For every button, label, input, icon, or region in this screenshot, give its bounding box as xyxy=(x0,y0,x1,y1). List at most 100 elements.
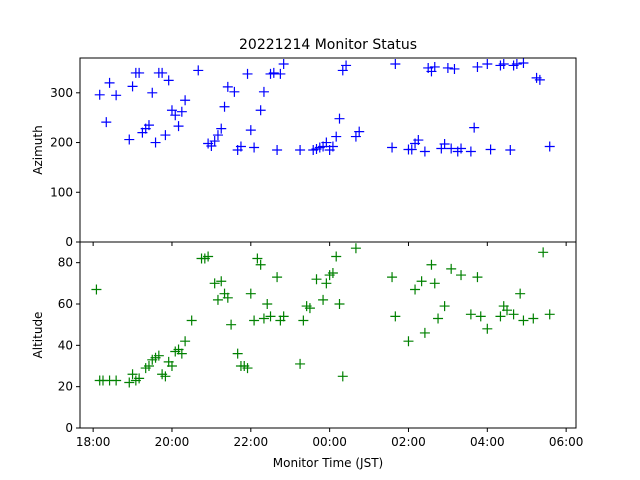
altitude-y-tick-label: 0 xyxy=(65,421,73,435)
azimuth-point xyxy=(449,63,460,74)
azimuth-point xyxy=(278,58,289,69)
altitude-point xyxy=(337,371,348,382)
azimuth-point xyxy=(419,146,430,157)
altitude-point xyxy=(249,315,260,326)
azimuth-point xyxy=(127,81,138,92)
altitude-point xyxy=(134,373,145,384)
altitude-point xyxy=(475,311,486,322)
altitude-point xyxy=(472,272,483,283)
altitude-point xyxy=(390,311,401,322)
azimuth-point xyxy=(465,146,476,157)
altitude-y-tick-label: 40 xyxy=(58,338,73,352)
altitude-point xyxy=(262,299,273,309)
azimuth-point xyxy=(387,142,398,153)
altitude-point xyxy=(180,336,191,347)
azimuth-point xyxy=(222,81,233,92)
azimuth-point xyxy=(331,131,342,142)
azimuth-point xyxy=(170,110,181,121)
x-tick-label: 00:00 xyxy=(312,435,347,449)
altitude-y-tick-label: 80 xyxy=(58,256,73,270)
x-tick-label: 04:00 xyxy=(470,435,505,449)
altitude-point xyxy=(91,284,102,295)
altitude-point xyxy=(124,377,135,388)
altitude-point xyxy=(311,274,322,285)
altitude-point xyxy=(186,315,197,326)
altitude-point xyxy=(226,319,237,330)
altitude-y-tick-label: 20 xyxy=(58,380,73,394)
altitude-point xyxy=(456,270,467,281)
azimuth-point xyxy=(354,126,365,137)
altitude-point xyxy=(242,363,253,374)
altitude-point xyxy=(416,276,427,287)
azimuth-point xyxy=(235,141,246,152)
azimuth-point xyxy=(143,120,154,131)
altitude-point xyxy=(252,253,263,264)
azimuth-point xyxy=(212,130,223,141)
altitude-point xyxy=(295,358,306,369)
altitude-point xyxy=(465,309,476,320)
altitude-point xyxy=(258,313,269,324)
azimuth-y-axis-label: Azimuth xyxy=(31,125,45,174)
x-tick-label: 06:00 xyxy=(549,435,584,449)
azimuth-point xyxy=(134,67,145,78)
altitude-point xyxy=(265,311,276,322)
altitude-point xyxy=(166,361,177,371)
altitude-point xyxy=(212,294,223,305)
altitude-panel: 0 20 40 60 80 Altitude 18:00 20:00 22:00 00:00 02:… xyxy=(31,241,584,449)
azimuth-point xyxy=(275,68,286,79)
azimuth-point xyxy=(446,143,457,154)
azimuth-point xyxy=(163,75,174,86)
azimuth-point xyxy=(249,142,260,153)
altitude-point xyxy=(528,313,539,324)
azimuth-point xyxy=(413,135,424,146)
chart-title: 20221214 Monitor Status xyxy=(239,37,417,53)
azimuth-point xyxy=(242,68,253,79)
x-tick-label: 18:00 xyxy=(76,435,111,449)
azimuth-point xyxy=(505,145,516,155)
azimuth-point xyxy=(334,113,345,124)
azimuth-y-tick-label: 100 xyxy=(50,185,73,199)
altitude-point xyxy=(255,259,266,270)
altitude-point xyxy=(203,251,214,262)
azimuth-point xyxy=(390,58,401,69)
altitude-point xyxy=(111,375,122,386)
azimuth-point xyxy=(209,136,220,147)
x-axis-label: Monitor Time (JST) xyxy=(273,456,383,470)
azimuth-point xyxy=(485,144,496,155)
altitude-point xyxy=(439,301,450,312)
altitude-point xyxy=(446,263,457,274)
altitude-point xyxy=(153,350,164,361)
altitude-point xyxy=(350,243,361,254)
azimuth-point xyxy=(176,106,187,117)
altitude-point xyxy=(245,288,256,299)
azimuth-point xyxy=(219,101,230,112)
altitude-point xyxy=(426,259,437,270)
azimuth-point xyxy=(482,58,493,69)
panels-layer: 0 100 200 300 Azimuth 0 20 40 60 80 Altitude 18:00 2… xyxy=(31,57,584,449)
azimuth-point xyxy=(442,62,453,73)
altitude-series xyxy=(91,243,555,388)
azimuth-point xyxy=(255,105,266,116)
altitude-point xyxy=(482,323,493,334)
azimuth-panel: 0 100 200 300 Azimuth xyxy=(31,57,577,249)
azimuth-point xyxy=(111,90,122,101)
altitude-y-tick-label: 60 xyxy=(58,297,73,311)
altitude-point xyxy=(403,336,414,347)
altitude-point xyxy=(433,313,444,324)
altitude-point xyxy=(216,276,227,287)
azimuth-point xyxy=(160,130,171,141)
altitude-point xyxy=(327,268,338,278)
azimuth-point xyxy=(498,58,509,69)
altitude-point xyxy=(334,299,345,309)
altitude-point xyxy=(232,348,243,359)
azimuth-point xyxy=(511,58,522,69)
altitude-point xyxy=(419,327,430,338)
altitude-point xyxy=(387,272,398,283)
azimuth-point xyxy=(295,145,306,155)
azimuth-point xyxy=(321,137,332,148)
altitude-point xyxy=(160,371,171,382)
altitude-point xyxy=(209,278,220,289)
azimuth-point xyxy=(544,141,555,152)
altitude-point xyxy=(502,305,513,316)
